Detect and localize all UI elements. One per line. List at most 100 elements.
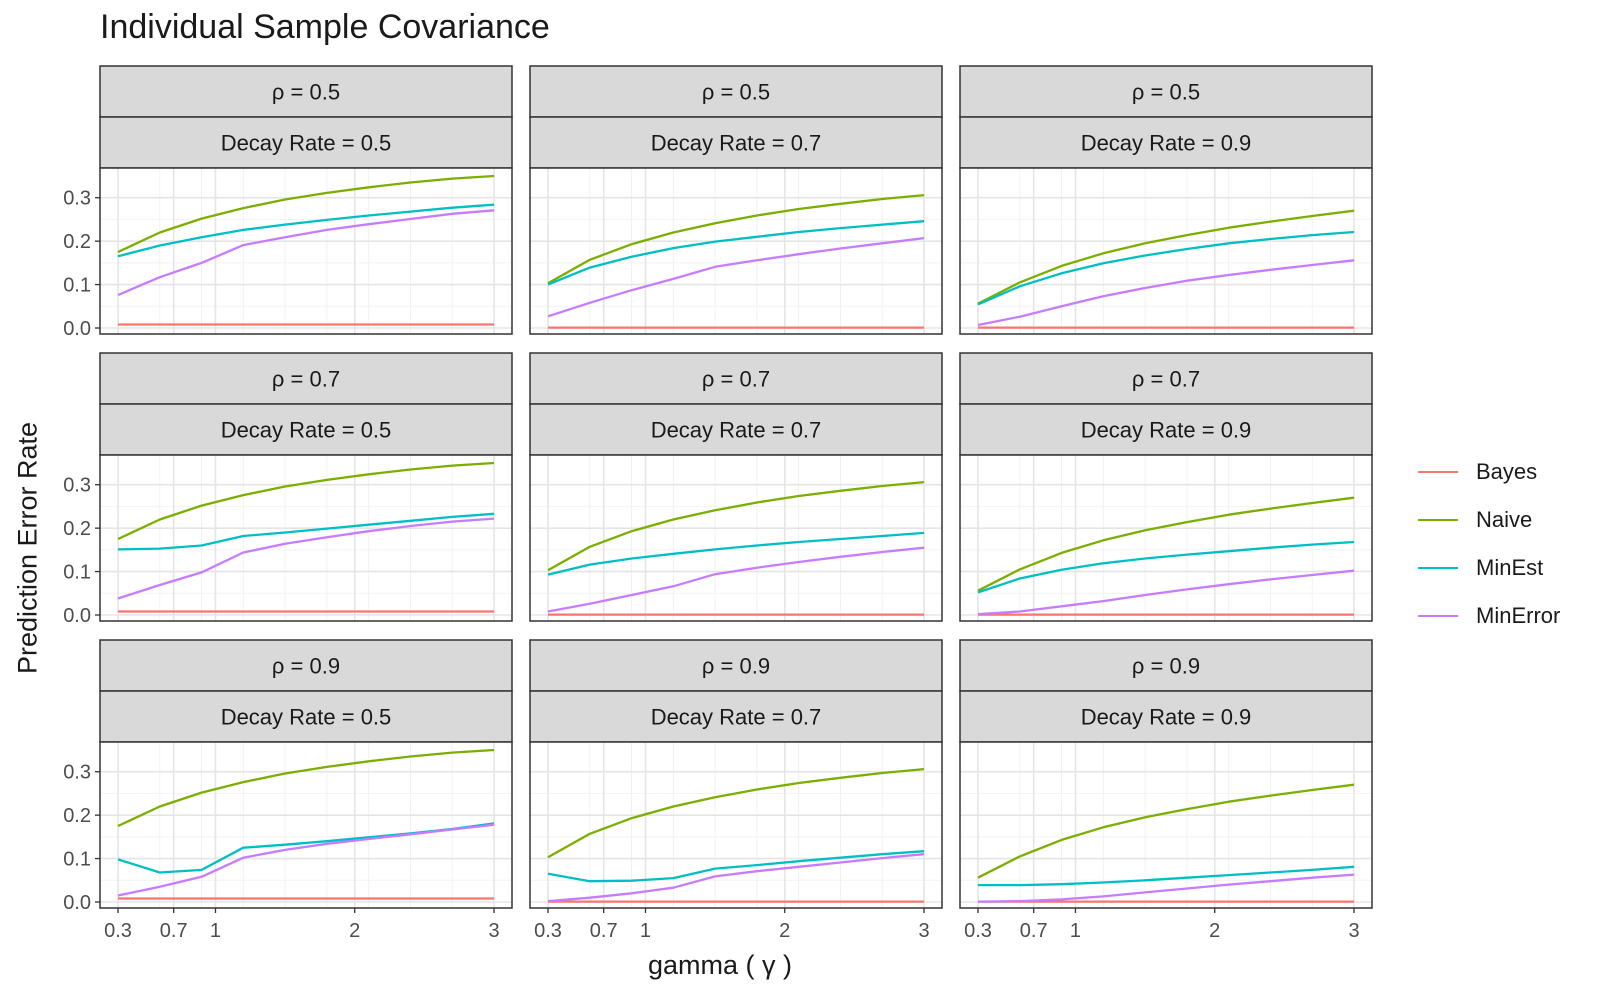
series-line-minest xyxy=(547,531,925,576)
y-tick-label: 0.1 xyxy=(63,562,91,584)
facet-strip xyxy=(99,690,513,743)
facet-rho-label: ρ = 0.5 xyxy=(702,80,770,105)
y-tick-label: 0.3 xyxy=(63,475,91,497)
x-tick-label: 0.3 xyxy=(964,920,992,942)
x-tick-label: 0.7 xyxy=(160,920,188,942)
panel-background xyxy=(530,168,942,334)
y-tick-label: 0.1 xyxy=(63,275,91,297)
facet-strip xyxy=(99,639,513,692)
series-line-minerror xyxy=(117,823,495,897)
x-tick-label: 2 xyxy=(779,920,790,942)
series-line-minest xyxy=(117,203,495,258)
series-line-naive xyxy=(117,174,495,254)
panel-border xyxy=(99,741,513,909)
legend-swatch xyxy=(1418,615,1458,617)
y-tick-label: 0.0 xyxy=(63,892,91,914)
series-line-naive xyxy=(117,748,495,828)
legend-label: MinError xyxy=(1476,603,1561,628)
facet-decay-label: Decay Rate = 0.7 xyxy=(651,705,822,730)
legend-swatch xyxy=(1418,567,1458,569)
facet-strip xyxy=(959,690,1373,743)
legend-label: Bayes xyxy=(1476,459,1538,484)
x-axis-label: gamma ( γ ) xyxy=(647,950,793,980)
facet-strip xyxy=(529,352,943,405)
y-axis-label: Prediction Error Rate xyxy=(12,421,43,675)
panel-background xyxy=(960,455,1372,621)
y-tick-label: 0.2 xyxy=(63,518,91,540)
series-line-naive xyxy=(547,193,925,285)
panel-border xyxy=(959,167,1373,335)
y-tick-label: 0.1 xyxy=(63,849,91,871)
facet-strip xyxy=(529,65,943,118)
x-tick-label: 3 xyxy=(918,920,929,942)
facet-decay-label: Decay Rate = 0.7 xyxy=(651,131,822,156)
facet-rho-label: ρ = 0.9 xyxy=(272,654,340,679)
facet-strip xyxy=(529,639,943,692)
facet-decay-label: Decay Rate = 0.9 xyxy=(1081,418,1252,443)
y-axis-label-container: Prediction Error Rate xyxy=(0,0,50,1000)
panel-background xyxy=(960,168,1372,334)
panel-background xyxy=(100,742,512,908)
facet-strip xyxy=(529,403,943,456)
facet-strip xyxy=(529,116,943,169)
x-tick-label: 2 xyxy=(349,920,360,942)
facet-strip xyxy=(99,116,513,169)
x-tick-label: 0.3 xyxy=(534,920,562,942)
facet-decay-label: Decay Rate = 0.7 xyxy=(651,418,822,443)
panel-border xyxy=(959,741,1373,909)
series-line-minest xyxy=(547,220,925,286)
facet-rho-label: ρ = 0.7 xyxy=(272,367,340,392)
facet-decay-label: Decay Rate = 0.9 xyxy=(1081,705,1252,730)
series-line-minerror xyxy=(117,517,495,600)
series-line-naive xyxy=(977,496,1355,592)
facet-rho-label: ρ = 0.7 xyxy=(702,367,770,392)
series-line-naive xyxy=(547,767,925,859)
panel-background xyxy=(960,742,1372,908)
legend-item-minerror: MinError xyxy=(1418,592,1560,640)
panel-border xyxy=(529,741,943,909)
panel-border xyxy=(529,454,943,622)
series-line-naive xyxy=(117,461,495,541)
legend: Bayes Naive MinEst MinError xyxy=(1418,448,1560,640)
facet-rho-label: ρ = 0.5 xyxy=(1132,80,1200,105)
facet-decay-label: Decay Rate = 0.5 xyxy=(221,131,392,156)
series-line-minest xyxy=(978,865,1355,887)
legend-item-naive: Naive xyxy=(1418,496,1560,544)
panel-background xyxy=(100,168,512,334)
y-tick-label: 0.3 xyxy=(63,188,91,210)
x-tick-label: 2 xyxy=(1209,920,1220,942)
y-tick-label: 0.3 xyxy=(63,762,91,784)
y-tick-label: 0.0 xyxy=(63,318,91,340)
x-tick-label: 0.7 xyxy=(590,920,618,942)
facet-strip xyxy=(959,65,1373,118)
x-tick-label: 1 xyxy=(640,920,651,942)
legend-swatch xyxy=(1418,471,1458,473)
series-line-minest xyxy=(977,540,1355,594)
facet-decay-label: Decay Rate = 0.5 xyxy=(221,705,392,730)
x-tick-label: 3 xyxy=(1348,920,1359,942)
series-line-naive xyxy=(977,209,1355,305)
series-line-minerror xyxy=(547,853,925,903)
series-line-minerror xyxy=(977,873,1355,903)
series-line-naive xyxy=(547,480,925,572)
legend-swatch xyxy=(1418,519,1458,521)
series-line-minerror xyxy=(977,259,1355,327)
panel-background xyxy=(100,455,512,621)
facet-decay-label: Decay Rate = 0.9 xyxy=(1081,131,1252,156)
y-tick-label: 0.0 xyxy=(63,605,91,627)
series-line-minerror xyxy=(547,236,925,318)
panel-background xyxy=(530,455,942,621)
y-tick-label: 0.2 xyxy=(63,231,91,253)
series-line-minest xyxy=(117,512,495,551)
facet-rho-label: ρ = 0.9 xyxy=(1132,654,1200,679)
x-tick-label: 0.3 xyxy=(104,920,132,942)
legend-item-bayes: Bayes xyxy=(1418,448,1560,496)
legend-label: MinEst xyxy=(1476,555,1544,580)
y-tick-label: 0.2 xyxy=(63,805,91,827)
panel-border xyxy=(99,167,513,335)
series-line-minerror xyxy=(977,569,1355,616)
facet-strip xyxy=(99,65,513,118)
facet-rho-label: ρ = 0.9 xyxy=(702,654,770,679)
x-tick-label: 3 xyxy=(488,920,499,942)
